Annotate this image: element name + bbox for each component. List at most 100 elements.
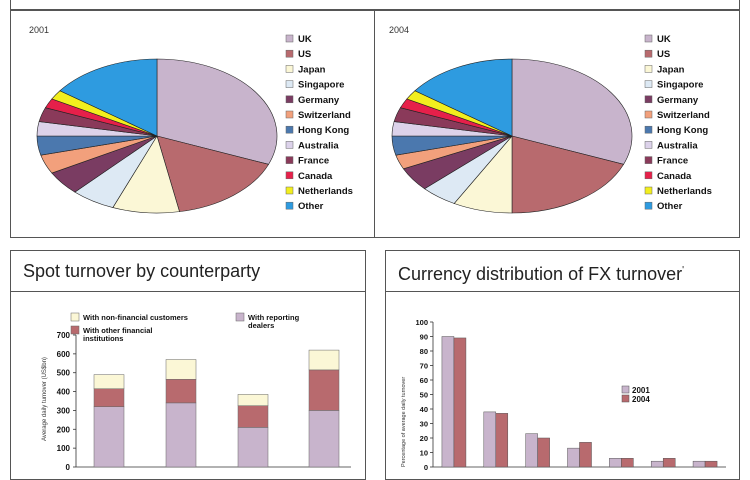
bar-with-other-financial-institutions-3: [237, 405, 269, 428]
y-tick-label: 0: [66, 463, 71, 472]
legend-label-us-2001: US: [298, 49, 311, 60]
legend-swatch-france-2004: [644, 156, 653, 164]
legend-label-australia-2001: Australia: [298, 140, 339, 151]
legend-label-france-2004: France: [657, 156, 688, 167]
legend-label-japan-2004: Japan: [657, 64, 685, 75]
y-tick-label: 100: [415, 318, 428, 327]
pie-title-2001: 2001: [29, 25, 49, 35]
bar-with-other-financial-institutions-1: [93, 388, 125, 407]
bar-2004-7: [704, 460, 718, 468]
legend-label-hong-kong-2004: Hong Kong: [657, 125, 708, 136]
currency-distribution-chart: 0 10 20 30 40 50 60 70 80 90 100 Percentage of aver…: [401, 318, 726, 472]
legend-swatch-netherlands-2001: [285, 186, 294, 195]
pie-title-2004: 2004: [389, 25, 409, 35]
pie-slice-other-2001: [59, 58, 158, 137]
bar-2004-2: [495, 413, 509, 468]
legend-swatch-with-other-financial-institutions: [70, 325, 80, 335]
bar-with-non-financial-customers-3: [237, 394, 269, 406]
y-tick-label: 80: [420, 347, 428, 356]
legend-swatch-2004: [621, 394, 630, 403]
y-tick-label: 10: [420, 449, 428, 458]
y-tick-label: 300: [57, 406, 71, 415]
legend-swatch-japan-2004: [644, 65, 653, 73]
legend-label-france-2001: France: [298, 156, 329, 167]
legend-label-netherlands-2004: Netherlands: [657, 186, 712, 197]
currency-distribution-title: Currency distribution of FX turnover': [386, 251, 739, 292]
bar-2001-4: [567, 447, 580, 468]
top-border-line: [10, 0, 740, 10]
legend-label-singapore-2001: Singapore: [298, 80, 344, 91]
legend-label-netherlands-2001: Netherlands: [298, 186, 353, 197]
y-tick-label: 70: [420, 362, 428, 371]
bar-2004-4: [579, 442, 592, 468]
pie-slice-other-2004: [414, 58, 513, 137]
legend-swatch-us-2001: [285, 49, 294, 58]
legend-swatch-uk-2004: [644, 34, 653, 43]
legend-swatch-netherlands-2004: [644, 186, 653, 195]
bar-with-other-financial-institutions-2: [165, 379, 197, 404]
legend-label-with-other-financial-institutions: With other financial institutions: [83, 326, 153, 343]
legend-swatch-uk-2001: [285, 34, 294, 43]
y-tick-label: 30: [420, 420, 428, 429]
bar-with-non-financial-customers-2: [165, 359, 197, 380]
bar-2004-1: [453, 337, 467, 468]
y-tick-label: 40: [420, 405, 428, 414]
y-tick-label: 400: [57, 388, 71, 397]
legend-swatch-singapore-2004: [644, 80, 653, 88]
legend-label-canada-2004: Canada: [657, 171, 692, 182]
legend-swatch-canada-2001: [285, 171, 294, 180]
spot-turnover-chart: 0 100 200 300 400 500 600 700 Average daily turn…: [42, 312, 351, 472]
legend-swatch-us-2004: [644, 49, 653, 58]
legend-label-canada-2001: Canada: [298, 171, 333, 182]
legend-label-switzerland-2001: Switzerland: [298, 110, 351, 121]
legend-swatch-australia-2004: [644, 141, 653, 149]
legend-swatch-with-reporting-dealers: [235, 312, 245, 322]
legend-label-with-reporting-dealers: With reporting dealers: [248, 313, 300, 330]
legend-label-switzerland-2004: Switzerland: [657, 110, 710, 121]
y-tick-label: 700: [57, 331, 71, 340]
y-tick-label: 20: [420, 434, 428, 443]
pie-chart-2004: 2004 UK US Japan Singapore Germany Switzerlan…: [389, 25, 712, 214]
pie-slice-us-2004: [511, 135, 625, 214]
y-tick-label: 200: [57, 425, 71, 434]
bar-with-non-financial-customers-1: [93, 374, 125, 389]
currency-distribution-title-text: Currency distribution of FX turnover: [398, 264, 683, 284]
legend-swatch-canada-2004: [644, 171, 653, 180]
legend-label-australia-2004: Australia: [657, 140, 698, 151]
legend-swatch-hong-kong-2004: [644, 125, 653, 134]
bar-with-reporting-dealers-4: [308, 410, 340, 468]
legend-label-singapore-2004: Singapore: [657, 80, 703, 91]
pie-slice-us-2001: [156, 135, 270, 212]
bar-2001-1: [441, 336, 455, 468]
y-tick-label: 90: [420, 333, 428, 342]
legend-label-uk-2001: UK: [298, 34, 312, 45]
bar-2001-7: [692, 460, 706, 468]
y-tick-label: 100: [57, 444, 71, 453]
pie-slice-uk-2001: [156, 58, 278, 165]
y-tick-label: 60: [420, 376, 428, 385]
y-tick-label: 0: [424, 463, 428, 472]
legend-label-with-non-financial-customers: With non-financial customers: [83, 313, 188, 322]
y-axis-label: Average daily turnover (US$bn): [42, 357, 48, 441]
legend-swatch-australia-2001: [285, 141, 294, 149]
legend-swatch-hong-kong-2001: [285, 125, 294, 134]
bar-with-reporting-dealers-1: [93, 406, 125, 468]
bar-2001-2: [483, 411, 497, 468]
legend-label-germany-2004: Germany: [657, 95, 699, 106]
legend-label-other-2004: Other: [657, 201, 683, 212]
legend-swatch-other-2004: [644, 201, 653, 210]
bar-with-reporting-dealers-3: [237, 427, 269, 468]
bar-2001-3: [525, 433, 538, 468]
legend-swatch-switzerland-2004: [644, 110, 653, 119]
spot-turnover-title: Spot turnover by counterparty: [11, 251, 365, 292]
legend-label-germany-2001: Germany: [298, 95, 340, 106]
legend-swatch-with-non-financial-customers: [70, 312, 80, 322]
pie-panel-2001: 2001 UK US Japan Singapore Germany Switzerlan…: [10, 10, 375, 238]
legend-label-2001: 2001: [632, 386, 650, 395]
y-tick-label: 600: [57, 350, 71, 359]
pie-chart-2001: 2001 UK US Japan Singapore Germany Switzerlan…: [29, 25, 353, 214]
legend-label-us-2004: US: [657, 49, 670, 60]
legend-swatch-germany-2004: [644, 95, 653, 104]
currency-distribution-title-mark: ': [682, 265, 685, 276]
bar-with-other-financial-institutions-4: [308, 369, 340, 411]
